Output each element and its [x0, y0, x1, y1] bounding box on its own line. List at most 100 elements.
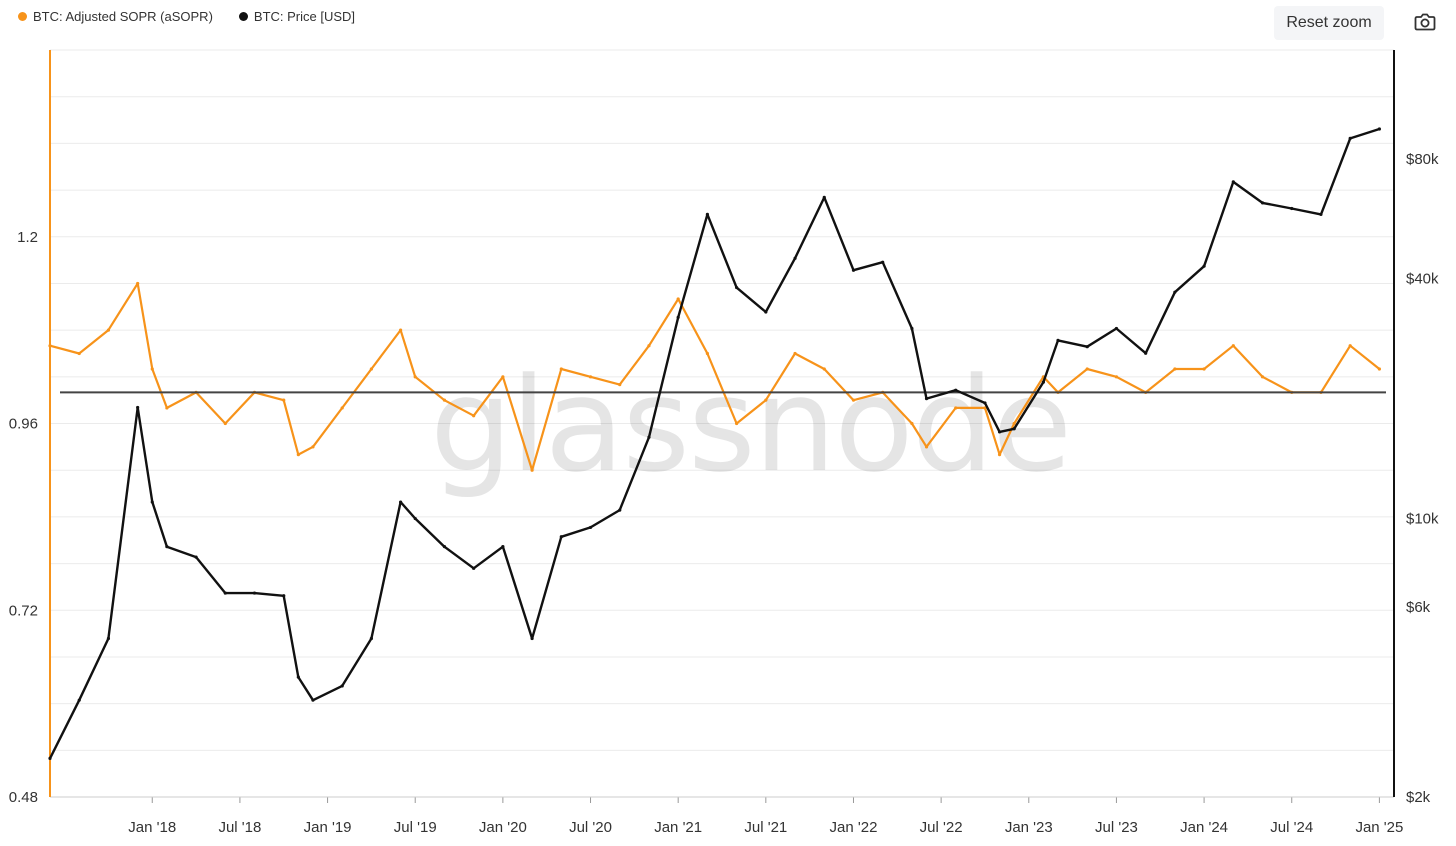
- asopr-point: [472, 414, 476, 418]
- asopr-point: [282, 398, 286, 402]
- y-right-tick-label: $10k: [1406, 511, 1439, 528]
- price-point: [924, 397, 929, 401]
- y-right-tick-label: $2k: [1406, 789, 1431, 806]
- price-point: [472, 566, 476, 570]
- y-left-tick-label: 1.2: [17, 229, 38, 246]
- x-tick-label: Jul '19: [394, 819, 437, 836]
- asopr-point: [1377, 367, 1381, 371]
- asopr-point: [851, 398, 856, 402]
- asopr-point: [676, 297, 680, 301]
- price-point: [1231, 180, 1235, 184]
- y-right-tick-label: $80k: [1406, 151, 1439, 168]
- price-point: [1056, 338, 1060, 342]
- asopr-point: [165, 406, 169, 410]
- price-point: [252, 591, 257, 595]
- y-right-tick-label: $40k: [1406, 271, 1439, 288]
- asopr-point: [413, 375, 417, 379]
- asopr-point: [705, 351, 709, 356]
- price-point: [296, 675, 300, 679]
- asopr-point: [150, 367, 154, 371]
- x-tick-label: Jul '18: [218, 819, 261, 836]
- asopr-point: [1085, 367, 1089, 371]
- grid-lines: [50, 49, 1394, 798]
- price-point: [910, 326, 914, 331]
- price-point: [705, 212, 709, 216]
- price-point: [106, 636, 111, 641]
- price-point: [1348, 136, 1352, 140]
- asopr-point: [559, 367, 563, 371]
- price-point: [150, 500, 154, 504]
- price-point: [983, 401, 987, 405]
- price-point: [676, 315, 680, 319]
- price-point: [77, 698, 81, 702]
- price-point: [1260, 201, 1265, 205]
- price-legend-dot: [238, 12, 248, 21]
- asopr-point: [340, 406, 344, 410]
- asopr-point: [106, 328, 111, 332]
- price-point: [647, 435, 651, 439]
- price-point: [1144, 351, 1148, 355]
- x-tick-label: Jul '22: [920, 819, 963, 836]
- price-point: [165, 545, 169, 549]
- x-tick-label: Jan '25: [1355, 819, 1403, 836]
- asopr-point: [399, 328, 403, 332]
- price-point: [282, 594, 286, 598]
- price-point: [954, 388, 958, 392]
- asopr-point: [501, 375, 505, 379]
- asopr-point: [764, 398, 768, 402]
- price-point: [1319, 212, 1323, 216]
- camera-icon[interactable]: [1414, 12, 1440, 34]
- asopr-point: [296, 453, 300, 457]
- x-tick-label: Jan '20: [479, 819, 527, 836]
- price-point: [223, 591, 227, 595]
- price-point: [1290, 206, 1294, 211]
- price-point: [369, 636, 373, 641]
- asopr-point: [822, 367, 826, 371]
- price-point: [399, 500, 403, 504]
- asopr-point: [910, 421, 914, 426]
- chart-legend: BTC: Adjusted SOPR (aSOPR) BTC: Price [U…: [18, 9, 355, 24]
- price-point: [793, 256, 797, 260]
- legend-label-asopr: BTC: Adjusted SOPR (aSOPR): [33, 9, 213, 24]
- x-tick-label: Jan '21: [654, 819, 702, 836]
- price-point: [881, 260, 885, 264]
- asopr-point: [1348, 344, 1352, 348]
- asopr-point: [530, 468, 534, 472]
- asopr-point: [369, 367, 373, 371]
- asopr-point: [1260, 375, 1265, 379]
- x-tick-label: Jan '23: [1005, 819, 1053, 836]
- x-tick-label: Jul '23: [1095, 819, 1138, 836]
- price-point: [530, 636, 534, 641]
- price-point: [194, 555, 198, 559]
- legend-item-asopr[interactable]: BTC: Adjusted SOPR (aSOPR): [18, 9, 213, 24]
- x-tick-label: Jan '18: [128, 819, 176, 836]
- price-point: [764, 310, 768, 314]
- price-point: [559, 535, 563, 539]
- price-point: [1173, 290, 1177, 294]
- asopr-point: [588, 375, 593, 379]
- series-layer: [48, 127, 1386, 760]
- asopr-point: [442, 398, 447, 402]
- price-point: [311, 698, 315, 702]
- asopr-point: [48, 344, 52, 348]
- reset-zoom-button[interactable]: Reset zoom: [1274, 6, 1384, 40]
- asopr-point: [223, 421, 227, 426]
- x-tick-label: Jul '24: [1270, 819, 1313, 836]
- price-point: [735, 285, 739, 290]
- y-left-tick-label: 0.96: [9, 416, 38, 433]
- asopr-point: [647, 344, 651, 348]
- legend-label-price: BTC: Price [USD]: [253, 9, 356, 24]
- y-right-tick-label: $6k: [1406, 599, 1431, 616]
- asopr-point: [1012, 421, 1016, 426]
- asopr-point: [1202, 367, 1206, 371]
- price-point: [1085, 345, 1089, 349]
- x-tick-label: Jan '24: [1180, 819, 1228, 836]
- legend-item-price[interactable]: BTC: Price [USD]: [238, 9, 356, 24]
- price-point: [48, 756, 52, 760]
- y-left-tick-label: 0.72: [9, 602, 38, 619]
- price-point: [851, 268, 856, 272]
- price-point: [136, 405, 140, 410]
- tick-labels: 1.2 0.96 0.72 0.48 $80k $40k $10k $6k $2k Jan '18…: [9, 151, 1439, 836]
- asopr-point: [997, 453, 1002, 457]
